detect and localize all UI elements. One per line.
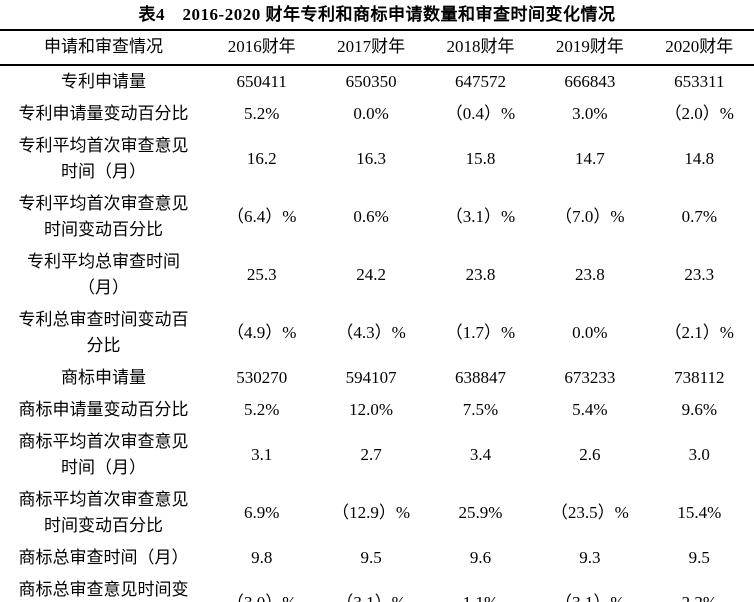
row-value: 16.2 <box>246 149 277 168</box>
row-value: 9.5 <box>688 548 710 567</box>
column-header-label: 申请和审查情况 <box>0 30 207 66</box>
row-value: 9.8 <box>251 548 273 567</box>
row-value: 3.1 <box>251 445 273 464</box>
header-row: 申请和审查情况 2016财年 2017财年 2018财年 2019财年 2020财年 <box>0 30 754 66</box>
row-value: （3.0）% <box>207 574 316 602</box>
row-value: 9.6% <box>681 400 717 419</box>
row-value: 0.6% <box>353 207 389 226</box>
row-value: 25.9% <box>458 503 503 522</box>
row-value: 16.3 <box>356 149 386 168</box>
row-value: 647572 <box>454 72 506 91</box>
row-label: 专利平均首次审查意见时间（月） <box>18 136 189 181</box>
row-value: （1.7）% <box>445 323 516 342</box>
row-value: （3.1）% <box>535 574 644 602</box>
row-value: （23.5）% <box>550 503 629 522</box>
table-row: 商标申请量 530270 594107 638847 673233 738112 <box>0 362 754 394</box>
row-label: 专利申请量 <box>61 72 146 91</box>
row-value: 23.3 <box>684 265 715 284</box>
row-value: 5.2% <box>243 104 280 123</box>
column-header-year: 2019财年 <box>535 30 645 66</box>
row-value: （7.0）% <box>555 207 625 226</box>
row-value: 3.0 <box>688 445 710 464</box>
data-table: 申请和审查情况 2016财年 2017财年 2018财年 2019财年 2020财年 专利… <box>0 29 754 602</box>
row-value: 15.8 <box>465 149 496 168</box>
row-value: （0.4）% <box>445 104 516 123</box>
row-label: 商标申请量变动百分比 <box>18 400 189 419</box>
row-label: 专利平均总审查时间（月） <box>27 252 180 297</box>
table-body: 专利申请量 650411 650350 647572 666843 653311 专利申请量… <box>0 65 754 602</box>
table-row: 专利总审查时间变动百分比 （4.9）% （4.3）% （1.7）% 0.0% （2.1）% <box>0 304 754 362</box>
table-row: 商标申请量变动百分比 5.2% 12.0% 7.5% 5.4% 9.6% <box>0 394 754 426</box>
column-header-year: 2020财年 <box>644 30 754 66</box>
row-value: 2.7 <box>360 445 382 464</box>
row-value: 7.5% <box>462 400 499 419</box>
row-value: （4.9）% <box>226 323 297 342</box>
row-label: 商标平均首次审查意见时间变动百分比 <box>18 490 189 535</box>
row-label: 专利平均首次审查意见时间变动百分比 <box>18 194 189 239</box>
row-value: 2.2% <box>645 574 754 602</box>
row-value: 25.3 <box>246 265 277 284</box>
column-header-year: 2016财年 <box>207 30 317 66</box>
table-row: 商标平均首次审查意见时间变动百分比 6.9% （12.9）% 25.9% （23.5）%… <box>0 484 754 542</box>
row-value: （6.4）% <box>226 207 297 226</box>
row-value: 0.0% <box>572 323 608 342</box>
row-value: 653311 <box>674 72 725 91</box>
row-label: 专利总审查时间变动百分比 <box>18 310 189 355</box>
row-value: 14.8 <box>684 149 715 168</box>
table-row: 商标总审查时间（月） 9.8 9.5 9.6 9.3 9.5 <box>0 542 754 574</box>
table-row: 专利平均首次审查意见时间变动百分比 （6.4）% 0.6% （3.1）% （7.0）% 0… <box>0 188 754 246</box>
row-value: 1.1% <box>426 574 535 602</box>
row-value: 738112 <box>674 368 725 387</box>
row-value: 650350 <box>345 72 397 91</box>
row-value: 14.7 <box>574 149 605 168</box>
row-value: 5.4% <box>572 400 608 419</box>
table-row: 专利申请量 650411 650350 647572 666843 653311 <box>0 65 754 98</box>
row-value: 12.0% <box>349 400 394 419</box>
row-value: 9.6 <box>469 548 492 567</box>
row-value: 594107 <box>345 368 397 387</box>
row-label: 商标平均首次审查意见时间（月） <box>18 432 189 477</box>
row-label: 商标总审查时间（月） <box>18 548 189 567</box>
table-title: 表4 2016-2020 财年专利和商标申请数量和审查时间变化情况 <box>138 5 616 24</box>
row-value: 650411 <box>236 72 287 91</box>
row-value: 6.9% <box>243 503 280 522</box>
row-value: 15.4% <box>677 503 722 522</box>
table-row: 商标总审查意见时间变动百分比（3.0）%（3.1）%1.1%（3.1）%2.2% <box>0 574 754 602</box>
row-value: （3.1）% <box>316 574 425 602</box>
row-value: 0.0% <box>353 104 389 123</box>
row-value: 9.5 <box>360 548 382 567</box>
row-value: 24.2 <box>356 265 386 284</box>
row-value: 673233 <box>564 368 616 387</box>
row-value: 23.8 <box>465 265 496 284</box>
column-header-year: 2018财年 <box>425 30 536 66</box>
row-value: 3.0% <box>572 104 608 123</box>
table-row: 专利平均总审查时间（月） 25.3 24.2 23.8 23.8 23.3 <box>0 246 754 304</box>
row-value: 638847 <box>454 368 506 387</box>
row-label: 商标申请量 <box>61 368 146 387</box>
row-value: （4.3）% <box>336 323 406 342</box>
row-value: 530270 <box>236 368 288 387</box>
row-value: （12.9）% <box>332 503 411 522</box>
row-value: 666843 <box>564 72 616 91</box>
table-row: 专利平均首次审查意见时间（月） 16.2 16.3 15.8 14.7 14.8 <box>0 130 754 188</box>
row-value: （3.1）% <box>445 207 516 226</box>
row-value: 3.4 <box>469 445 492 464</box>
row-value: 0.7% <box>681 207 717 226</box>
row-value: 23.8 <box>574 265 605 284</box>
row-label: 商标总审查意见时间变动百分比 <box>18 580 189 599</box>
row-value: （2.1）% <box>664 323 734 342</box>
row-label: 专利申请量变动百分比 <box>18 104 189 123</box>
column-header-year: 2017财年 <box>316 30 426 66</box>
table-header: 申请和审查情况 2016财年 2017财年 2018财年 2019财年 2020财年 <box>0 30 754 66</box>
table-row: 专利申请量变动百分比 5.2% 0.0% （0.4）% 3.0% （2.0）% <box>0 98 754 130</box>
row-value: 5.2% <box>243 400 280 419</box>
table-row: 商标平均首次审查意见时间（月） 3.1 2.7 3.4 2.6 3.0 <box>0 426 754 484</box>
row-value: 9.3 <box>579 548 601 567</box>
row-value: 2.6 <box>579 445 601 464</box>
row-value: （2.0）% <box>664 104 734 123</box>
